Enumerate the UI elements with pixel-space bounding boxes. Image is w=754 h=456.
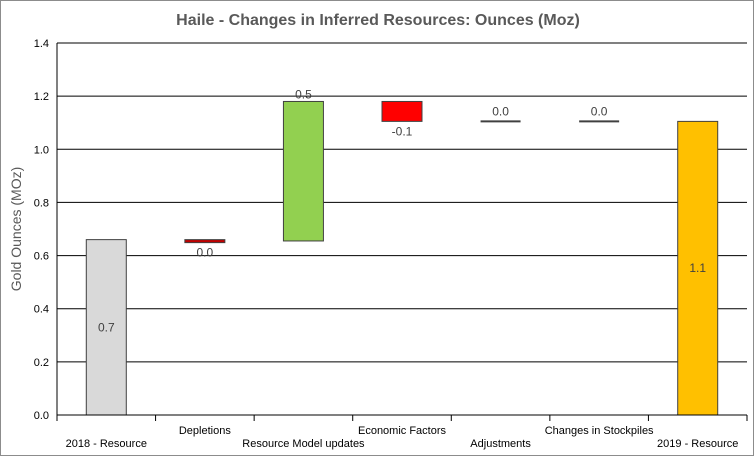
y-tick-label: 1.2 <box>34 91 49 103</box>
y-tick-label: 0.8 <box>34 197 49 209</box>
x-tick-label: Adjustments <box>470 438 531 450</box>
axes: 0.0 0.2 0.4 0.6 0.8 1.0 1.2 1.4 2018 - Resource D… <box>34 38 748 450</box>
x-tick-label: Resource Model updates <box>242 438 365 450</box>
bar <box>184 239 226 244</box>
data-label: 0.5 <box>295 87 312 101</box>
x-tick-label: 2018 - Resource <box>66 438 147 450</box>
y-tick-label: 1.0 <box>34 144 49 156</box>
y-tick-label: 0.2 <box>34 357 49 369</box>
y-tick-label: 0.4 <box>34 304 49 316</box>
y-tick-label: 0.0 <box>34 410 49 422</box>
bars: 0.7 0.0 0.5 -0.1 0.0 0.0 1.1 <box>85 87 719 416</box>
gridlines <box>57 42 747 363</box>
chart-title: Haile - Changes in Inferred Resources: O… <box>176 12 580 29</box>
y-tick-label: 1.4 <box>34 38 49 50</box>
y-tick-label: 0.6 <box>34 251 49 263</box>
data-label: 0.7 <box>98 320 115 334</box>
data-label: -0.1 <box>392 124 413 138</box>
data-label: 1.1 <box>689 261 706 275</box>
bar <box>381 100 423 122</box>
x-tick-label: Depletions <box>179 425 231 437</box>
data-label: 0.0 <box>197 246 214 260</box>
data-label: 0.0 <box>492 104 509 118</box>
data-label: 0.0 <box>591 104 608 118</box>
x-tick-label: Changes in Stockpiles <box>545 425 654 437</box>
bar <box>282 100 324 242</box>
x-tick-label: Economic Factors <box>358 425 447 437</box>
y-axis-title: Gold Ounces (MOz) <box>8 167 24 291</box>
x-tick-label: 2019 - Resource <box>657 438 738 450</box>
